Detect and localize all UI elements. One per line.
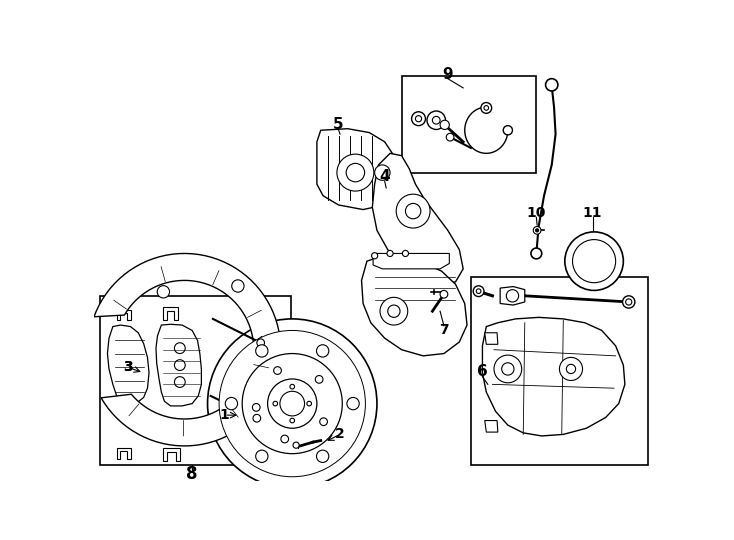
Circle shape <box>346 164 365 182</box>
Circle shape <box>175 360 185 370</box>
Circle shape <box>257 339 264 347</box>
Text: 4: 4 <box>379 169 390 184</box>
Circle shape <box>290 384 294 389</box>
Circle shape <box>531 248 542 259</box>
Circle shape <box>534 226 541 234</box>
Circle shape <box>402 251 409 256</box>
Circle shape <box>274 367 281 374</box>
Circle shape <box>387 251 393 256</box>
Circle shape <box>506 289 519 302</box>
Text: 10: 10 <box>527 206 546 220</box>
Text: 3: 3 <box>123 360 133 374</box>
Circle shape <box>290 418 294 423</box>
Polygon shape <box>372 153 463 284</box>
Circle shape <box>347 397 359 410</box>
Circle shape <box>281 435 288 443</box>
Circle shape <box>268 379 317 428</box>
Polygon shape <box>163 307 178 320</box>
Circle shape <box>255 345 268 357</box>
Circle shape <box>494 355 522 383</box>
Circle shape <box>252 403 260 411</box>
Circle shape <box>396 194 430 228</box>
Text: 9: 9 <box>443 66 453 82</box>
Circle shape <box>412 112 426 126</box>
Circle shape <box>504 126 512 135</box>
Circle shape <box>625 299 632 305</box>
Circle shape <box>208 319 377 488</box>
Circle shape <box>473 286 484 296</box>
Circle shape <box>337 154 374 191</box>
Circle shape <box>374 165 390 180</box>
Polygon shape <box>373 253 449 269</box>
Bar <box>401 76 537 173</box>
Text: 2: 2 <box>335 427 345 441</box>
Circle shape <box>536 229 539 232</box>
Polygon shape <box>94 253 280 446</box>
Text: 3: 3 <box>123 360 133 374</box>
Polygon shape <box>156 325 201 406</box>
Circle shape <box>371 253 378 259</box>
Circle shape <box>293 442 299 448</box>
Circle shape <box>316 450 329 462</box>
Circle shape <box>565 232 623 291</box>
Bar <box>100 296 291 465</box>
Circle shape <box>405 204 421 219</box>
Circle shape <box>501 363 514 375</box>
Polygon shape <box>484 333 498 345</box>
Circle shape <box>320 418 327 426</box>
Circle shape <box>415 116 421 122</box>
Circle shape <box>280 392 305 416</box>
Circle shape <box>316 345 329 357</box>
Polygon shape <box>163 448 180 461</box>
Circle shape <box>232 280 244 292</box>
Circle shape <box>253 414 261 422</box>
Polygon shape <box>117 448 131 459</box>
Text: 7: 7 <box>439 323 448 338</box>
Bar <box>471 276 648 465</box>
Circle shape <box>622 296 635 308</box>
Polygon shape <box>482 318 625 436</box>
Circle shape <box>432 117 440 124</box>
Circle shape <box>388 305 400 318</box>
Circle shape <box>440 291 448 298</box>
Text: 11: 11 <box>583 206 603 220</box>
Circle shape <box>446 133 454 141</box>
Circle shape <box>484 106 489 110</box>
Circle shape <box>175 377 185 387</box>
Circle shape <box>273 401 277 406</box>
Polygon shape <box>317 129 398 210</box>
Circle shape <box>559 357 583 381</box>
Polygon shape <box>484 421 498 432</box>
Circle shape <box>380 298 408 325</box>
Circle shape <box>225 397 238 410</box>
Circle shape <box>476 289 481 294</box>
Circle shape <box>242 354 342 454</box>
Circle shape <box>307 401 311 406</box>
Polygon shape <box>500 287 525 305</box>
Circle shape <box>157 286 170 298</box>
Circle shape <box>481 103 492 113</box>
Circle shape <box>440 120 449 130</box>
Text: 8: 8 <box>186 465 198 483</box>
Text: 6: 6 <box>477 364 488 379</box>
Circle shape <box>573 240 616 283</box>
Circle shape <box>427 111 446 130</box>
Circle shape <box>545 79 558 91</box>
Polygon shape <box>362 257 467 356</box>
Circle shape <box>175 343 185 354</box>
Polygon shape <box>117 309 131 320</box>
Circle shape <box>316 375 323 383</box>
Text: 5: 5 <box>333 117 344 132</box>
Circle shape <box>219 330 366 477</box>
Polygon shape <box>107 325 149 405</box>
Circle shape <box>567 364 575 374</box>
Text: 1: 1 <box>219 408 229 422</box>
Circle shape <box>255 450 268 462</box>
